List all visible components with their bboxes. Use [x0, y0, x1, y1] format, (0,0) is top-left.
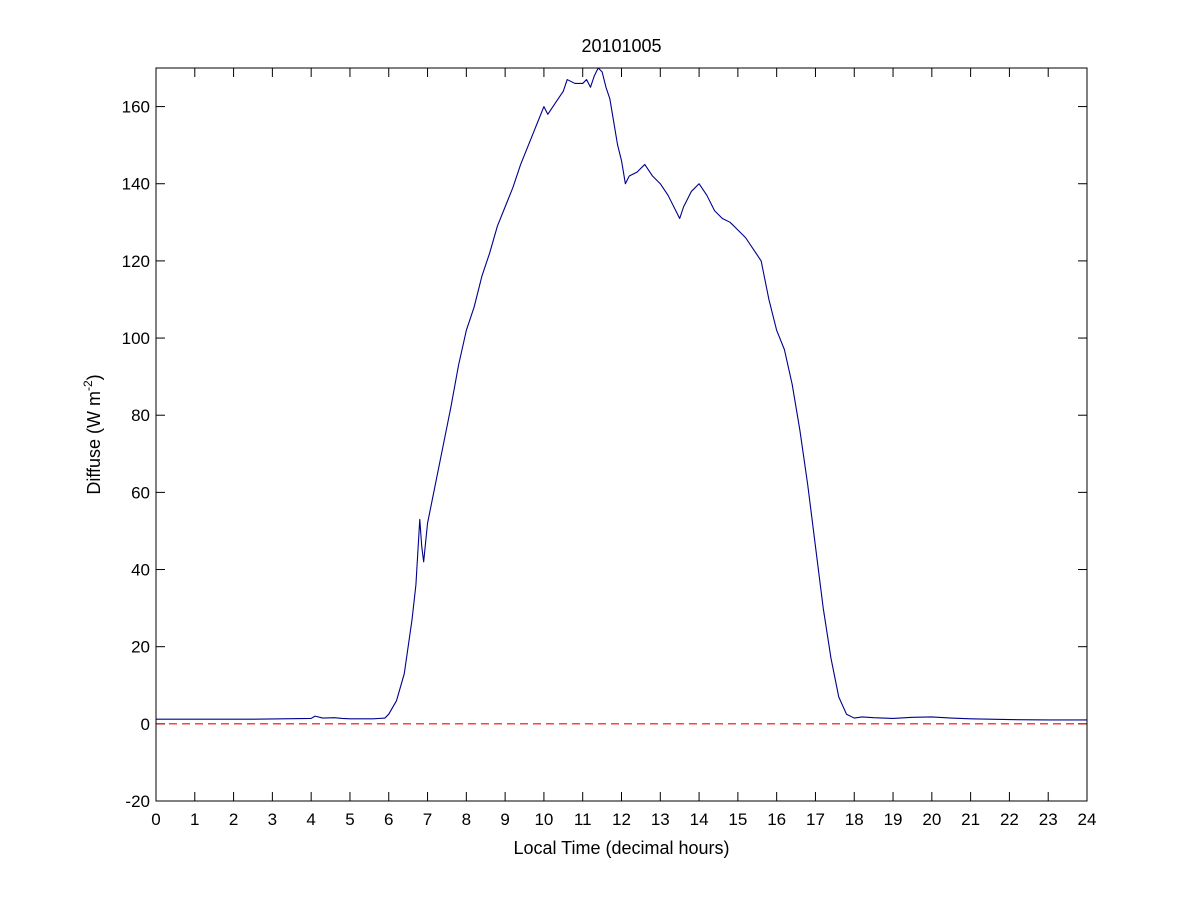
y-axis-label: Diffuse (W m-2) [81, 374, 104, 494]
x-tick-label: 24 [1078, 810, 1097, 829]
x-tick-label: 4 [306, 810, 315, 829]
x-tick-label: 19 [884, 810, 903, 829]
y-tick-label: 60 [131, 483, 150, 502]
x-tick-label: 9 [500, 810, 509, 829]
x-tick-label: 16 [767, 810, 786, 829]
y-tick-label: 160 [122, 98, 150, 117]
x-tick-label: 21 [961, 810, 980, 829]
x-tick-label: 13 [651, 810, 670, 829]
x-tick-label: 14 [690, 810, 709, 829]
y-tick-label: 100 [122, 329, 150, 348]
x-tick-label: 2 [229, 810, 238, 829]
x-axis-label: Local Time (decimal hours) [513, 838, 729, 858]
x-tick-label: 7 [423, 810, 432, 829]
x-tick-label: 1 [190, 810, 199, 829]
x-tick-label: 15 [728, 810, 747, 829]
x-tick-label: 8 [462, 810, 471, 829]
y-tick-label: -20 [125, 792, 150, 811]
y-tick-label: 120 [122, 252, 150, 271]
y-axis-label-suffix: ) [84, 374, 104, 380]
x-tick-label: 6 [384, 810, 393, 829]
y-tick-label: 40 [131, 561, 150, 580]
x-tick-label: 18 [845, 810, 864, 829]
x-tick-label: 20 [922, 810, 941, 829]
series-layer [156, 67, 1087, 725]
axis-ticks: 0 1 2 3 4 5 6 7 8 9 10 11 12 13 14 15 16 17 18 19 20 21 22 23 24… [122, 68, 1097, 829]
y-tick-label: 20 [131, 638, 150, 657]
x-tick-label: 10 [534, 810, 553, 829]
x-tick-label: 3 [268, 810, 277, 829]
y-tick-label: 80 [131, 406, 150, 425]
plot-frame [155, 67, 1088, 802]
y-axis-label-text: Diffuse (W m [84, 391, 104, 495]
series-line-diffuse [156, 67, 1087, 721]
y-axis-label-superscript: -2 [81, 380, 95, 391]
x-tick-label: 0 [151, 810, 160, 829]
y-tick-label: 140 [122, 175, 150, 194]
x-tick-label: 17 [806, 810, 825, 829]
chart-title: 20101005 [581, 36, 661, 56]
x-tick-label: 11 [574, 810, 592, 829]
y-tick-label: 0 [141, 715, 150, 734]
x-tick-label: 5 [345, 810, 354, 829]
x-tick-label: 12 [612, 810, 631, 829]
x-tick-label: 22 [1000, 810, 1019, 829]
x-tick-label: 23 [1039, 810, 1058, 829]
plot-area [156, 68, 1087, 801]
